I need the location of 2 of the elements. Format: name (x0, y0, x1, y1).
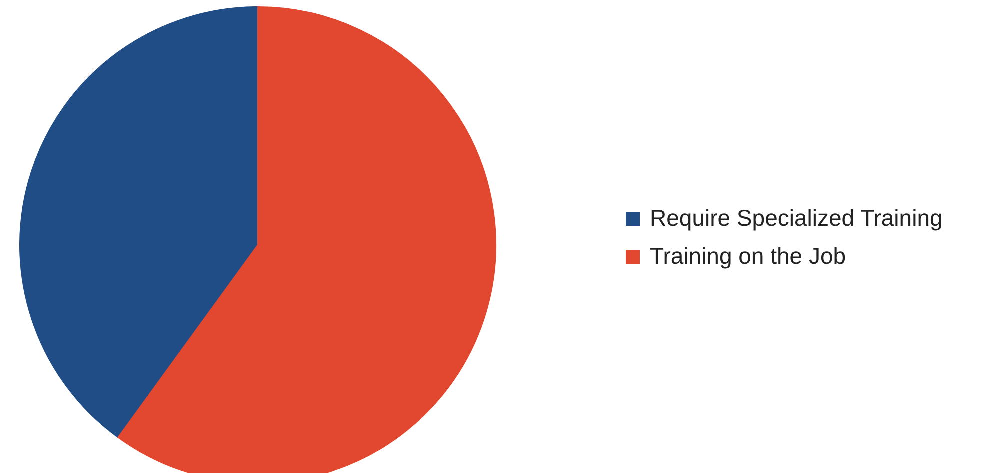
legend-label: Require Specialized Training (650, 204, 943, 230)
legend-label: Training on the Job (650, 242, 846, 268)
